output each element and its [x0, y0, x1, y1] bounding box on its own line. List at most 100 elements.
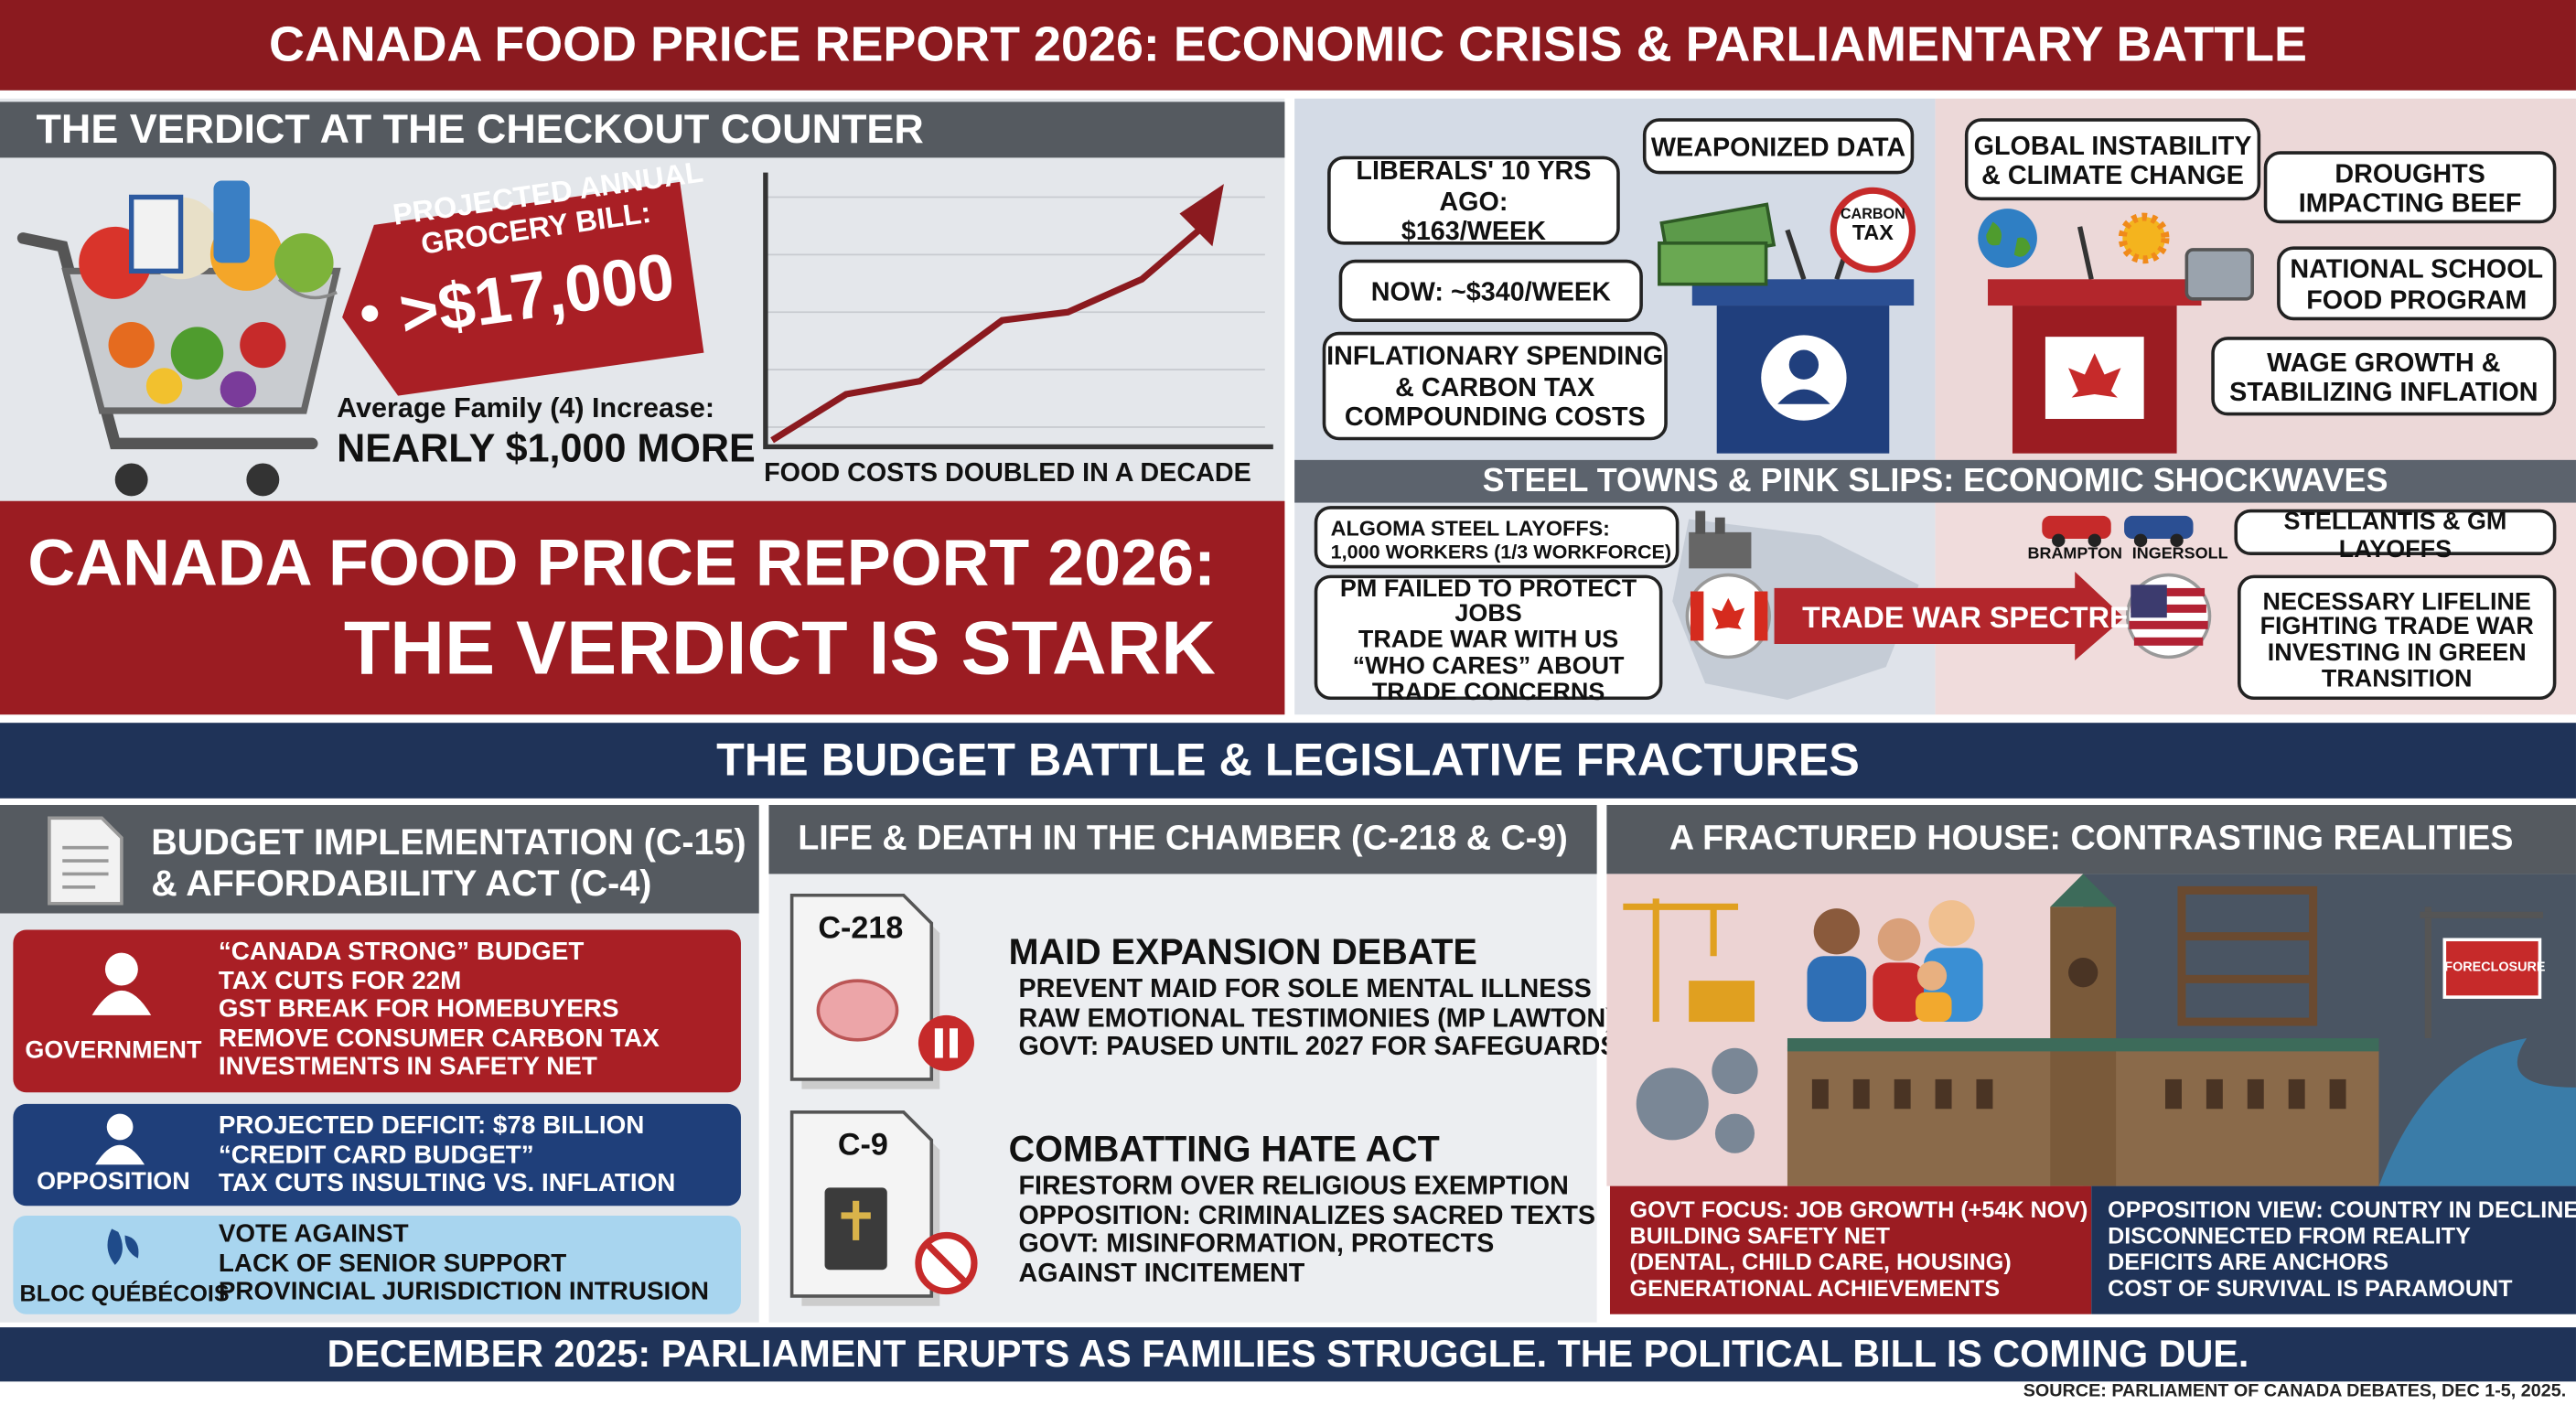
blocks: [1689, 981, 1755, 1023]
bubble-text: GLOBAL INSTABILITY: [1973, 132, 2252, 161]
bill-code: C-218: [818, 911, 904, 947]
bill-icons: [789, 893, 978, 1306]
lunch-box: [2184, 248, 2254, 301]
speech-bubble: LIBERALS' 10 YRS AGO: $163/WEEK: [1327, 156, 1620, 247]
point: VOTE AGAINST: [218, 1220, 409, 1249]
bill-points: PREVENT MAID FOR SOLE MENTAL ILLNESS RAW …: [1018, 976, 1617, 1062]
bubble-text: ALGOMA STEEL LAYOFFS:: [1330, 515, 1610, 541]
bubble-text: $163/WEEK: [1401, 219, 1546, 247]
point: “CANADA STRONG” BUDGET: [218, 938, 585, 966]
document-icon: [48, 816, 123, 906]
point: FIRESTORM OVER RELIGIOUS EXEMPTION: [1018, 1173, 1569, 1201]
point: GST BREAK FOR HOMEBUYERS: [218, 995, 619, 1024]
carbon-sign-line: TAX: [1852, 220, 1894, 246]
plant-label: BRAMPTON: [2027, 545, 2122, 563]
house-illustration: [1606, 874, 2576, 1186]
banner-text: THE BUDGET BATTLE & LEGISLATIVE FRACTURE…: [716, 734, 1860, 786]
bubble-text: WAGE GROWTH &: [2267, 349, 2501, 378]
increase-label: Average Family (4) Increase:: [337, 392, 715, 424]
cart: [16, 180, 341, 497]
gears: [1636, 1047, 1758, 1153]
speech-bubble: STELLANTIS & GM LAYOFFS: [2234, 507, 2557, 563]
govt-box: GOVT FOCUS: JOB GROWTH (+54K NOV) BUILDIN…: [1609, 1185, 2092, 1314]
heading-text: LIFE & DEATH IN THE CHAMBER (C-218 & C-9…: [798, 820, 1568, 858]
chart-grid: [765, 196, 1265, 428]
bubble-text: TRADE CONCERNS: [1371, 678, 1605, 706]
bill-title: COMBATTING HATE ACT: [1008, 1128, 1440, 1170]
speech-bubble: NECESSARY LIFELINE FIGHTING TRADE WAR INVE…: [2238, 574, 2557, 701]
speech-bubble: WEAPONIZED DATA: [1642, 118, 1915, 175]
factory: [1689, 510, 1752, 569]
family: [1807, 900, 1983, 1023]
heading-text: BUDGET IMPLEMENTATION (C-15) & AFFORDABIL…: [151, 821, 746, 905]
bubble-text: & CARBON TAX: [1395, 374, 1595, 402]
speech-bubble: ALGOMA STEEL LAYOFFS: 1,000 WORKERS (1/3 …: [1314, 506, 1680, 569]
arrow-label: TRADE WAR SPECTRE: [1802, 601, 2130, 635]
header: CANADA FOOD PRICE REPORT 2026: ECONOMIC …: [0, 0, 2576, 91]
trend-line: [770, 227, 1202, 444]
point: REMOVE CONSUMER CARBON TAX: [218, 1024, 660, 1053]
us-flag-stripes: [2129, 585, 2208, 646]
bubble-text: “WHO CARES” ABOUT: [1352, 651, 1625, 681]
point: LACK OF SENIOR SUPPORT: [218, 1249, 567, 1278]
bubble-text: & CLIMATE CHANGE: [1981, 162, 2244, 191]
bubble-text: INVESTING IN GREEN: [2267, 638, 2527, 668]
point: COST OF SURVIVAL IS PARAMOUNT: [2108, 1274, 2513, 1302]
bubble-text: TRANSITION: [2321, 664, 2473, 693]
speech-bubble: NATIONAL SCHOOL FOOD PROGRAM: [2277, 246, 2557, 321]
section-heading: THE VERDICT AT THE CHECKOUT COUNTER: [0, 102, 1285, 158]
point: OPPOSITION VIEW: COUNTRY IN DECLINE: [2108, 1196, 2576, 1223]
price-tag: [342, 181, 704, 396]
speech-bubble: INFLATIONARY SPENDING & CARBON TAX COMPOUN…: [1322, 331, 1668, 441]
cart-and-tag: [16, 180, 704, 497]
bill-points: FIRESTORM OVER RELIGIOUS EXEMPTION OPPOSI…: [1018, 1173, 1595, 1288]
speech-bubble: NOW: ~$340/WEEK: [1338, 259, 1643, 322]
banner-line: CANADA FOOD PRICE REPORT 2026:: [27, 527, 1216, 600]
bubble-text: LIBERALS' 10 YRS AGO:: [1356, 158, 1592, 217]
foreclosure-sign: [2420, 906, 2544, 1039]
bubble-text: FOOD PROGRAM: [2306, 286, 2528, 315]
point: TAX CUTS INSULTING VS. INFLATION: [218, 1169, 676, 1198]
speech-bubble: PM FAILED TO PROTECT JOBS TRADE WAR WITH …: [1314, 574, 1663, 704]
trade-war-arrow: [1774, 571, 2125, 660]
bubble-text: WEAPONIZED DATA: [1650, 134, 1906, 163]
bubble-text: NATIONAL SCHOOL: [2290, 256, 2544, 284]
footer-text: DECEMBER 2025: PARLIAMENT ERUPTS AS FAMI…: [327, 1332, 2249, 1376]
bubble-text: TRADE WAR WITH US: [1358, 626, 1619, 654]
sun: [2118, 212, 2170, 264]
bill-title: MAID EXPANSION DEBATE: [1008, 931, 1477, 973]
group-label: OPPOSITION: [37, 1167, 190, 1196]
heading-text: STEEL TOWNS & PINK SLIPS: ECONOMIC SHOCK…: [1482, 462, 2388, 499]
govt-points: GOVT FOCUS: JOB GROWTH (+54K NOV) BUILDIN…: [1630, 1196, 2088, 1301]
section-heading: A FRACTURED HOUSE: CONTRASTING REALITIES: [1606, 804, 2576, 874]
trend-chart: [763, 172, 1273, 450]
section-heading: STEEL TOWNS & PINK SLIPS: ECONOMIC SHOCK…: [1294, 459, 2576, 503]
point: (DENTAL, CHILD CARE, HOUSING): [1629, 1248, 2012, 1275]
title: CANADA FOOD PRICE REPORT 2026: ECONOMIC …: [268, 16, 2308, 72]
section-heading: BUDGET IMPLEMENTATION (C-15) & AFFORDABIL…: [0, 804, 759, 914]
speech-bubble: WAGE GROWTH & STABILIZING INFLATION: [2211, 337, 2557, 416]
parliament: [1787, 874, 2379, 1186]
empty-shelf: [2177, 885, 2318, 1026]
point: PREVENT MAID FOR SOLE MENTAL ILLNESS: [1018, 975, 1592, 1004]
bubble-text: DROUGHTS: [2334, 160, 2485, 188]
opposition-box: OPPOSITION VIEW: COUNTRY IN DECLINE DISCO…: [2091, 1185, 2576, 1314]
carbon-sign-text: CARBON TAX: [1831, 206, 1914, 246]
opposition-points: OPPOSITION VIEW: COUNTRY IN DECLINE DISCO…: [2108, 1196, 2576, 1301]
heading-line: & AFFORDABILITY ACT (C-4): [151, 863, 652, 905]
cars: [2042, 515, 2194, 548]
carbon-tax-sign: [1830, 187, 1916, 273]
group-points: “CANADA STRONG” BUDGET TAX CUTS FOR 22M GS…: [219, 938, 660, 1081]
bloc-icon: [107, 1228, 139, 1265]
trend-arrow: [1179, 184, 1224, 247]
point: GOVT: MISINFORMATION, PROTECTS: [1018, 1230, 1495, 1259]
bubble-text: INFLATIONARY SPENDING: [1326, 344, 1664, 372]
group-box: OPPOSITION PROJECTED DEFICIT: $78 BILLIO…: [13, 1103, 741, 1207]
red-podium: [1988, 226, 2202, 454]
source: SOURCE: PARLIAMENT OF CANADA DEBATES, DE…: [2023, 1381, 2567, 1401]
point: DEFICITS ARE ANCHORS: [2108, 1248, 2388, 1275]
point: GOVT: PAUSED UNTIL 2027 FOR SAFEGUARDS: [1018, 1033, 1618, 1062]
point: AGAINST INCITEMENT: [1018, 1259, 1305, 1288]
